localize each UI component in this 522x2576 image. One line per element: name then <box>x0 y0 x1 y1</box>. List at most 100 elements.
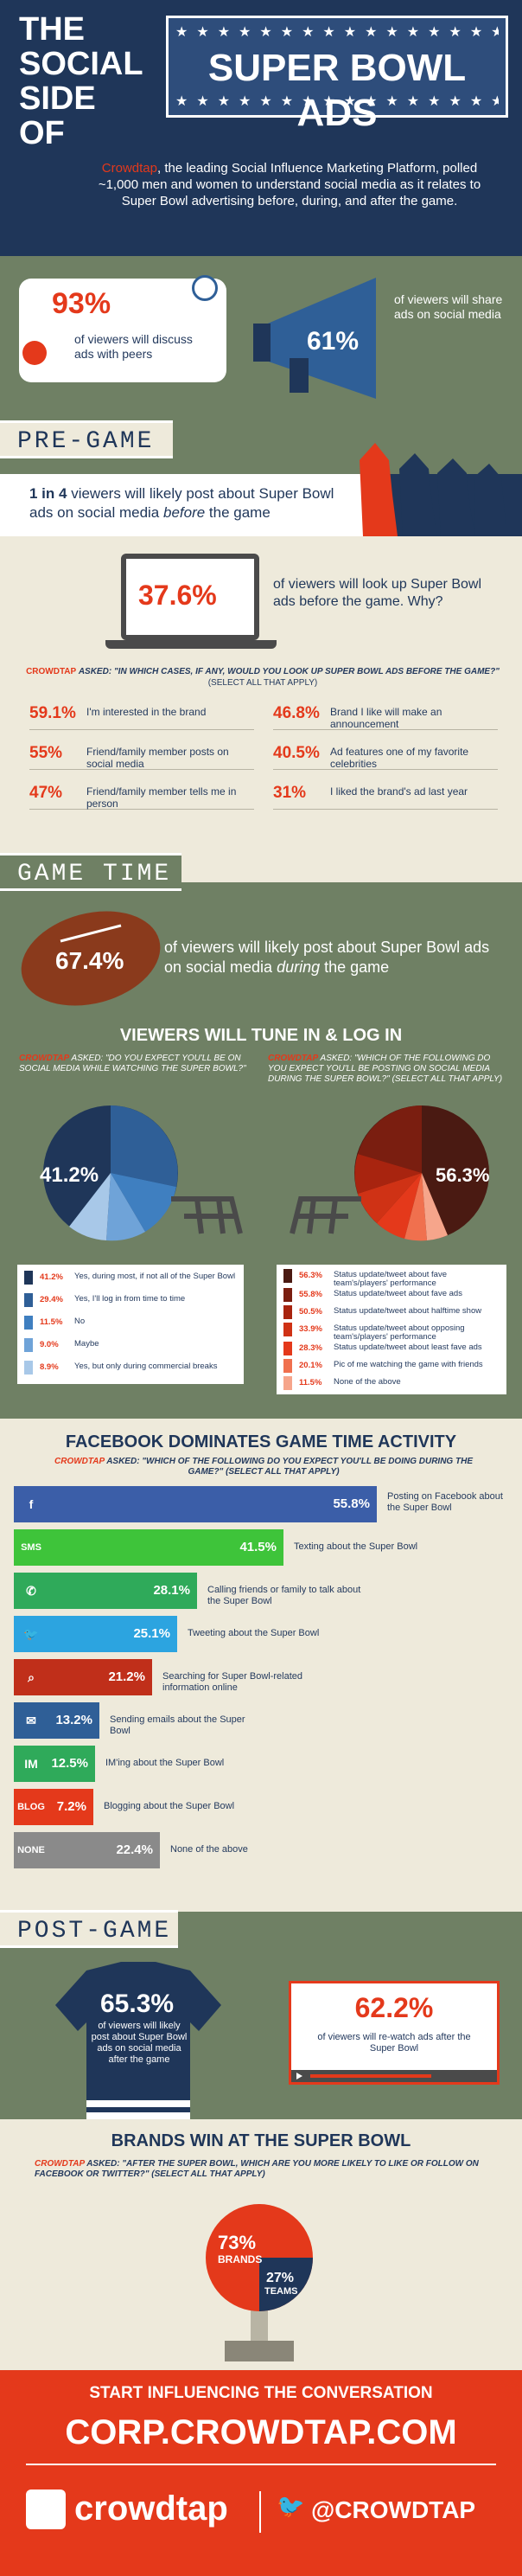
share-pct: 61% <box>307 327 359 356</box>
legend-swatch <box>24 1316 33 1330</box>
legend-swatch <box>283 1305 292 1319</box>
activity-pct: 7.2% <box>56 1799 86 1814</box>
footer-separator <box>259 2491 261 2533</box>
reason-item: 40.5% Ad features one of my favorite cele… <box>273 740 498 770</box>
laptop-base <box>105 640 277 649</box>
tab-post-game-label: POST-GAME <box>17 1918 172 1945</box>
pregame-post-card: 1 in 4 viewers will likely post about Su… <box>0 474 363 536</box>
activity-bar: SMS 41.5% <box>14 1529 283 1566</box>
question-text: ASKED: "WHICH OF THE FOLLOWING DO YOU EX… <box>268 1054 503 1084</box>
reason-pct: 55% <box>29 744 63 762</box>
logo-mark-icon <box>26 2489 66 2529</box>
fb-title: FACEBOOK DOMINATES GAME TIME ACTIVITY <box>65 1432 457 1451</box>
football-text-em: during <box>277 958 321 976</box>
reason-label: Friend/family member tells me in person <box>86 785 237 810</box>
activity-label: Posting on Facebook about the Super Bowl <box>387 1491 503 1513</box>
title-line-1: THE <box>19 11 85 48</box>
title-block: THE SOCIAL SIDE OF <box>19 11 143 151</box>
intro-brand: Crowdtap <box>101 161 157 176</box>
crowdtap-logo[interactable]: crowdtap <box>26 2484 251 2536</box>
left-question: CROWDTAP ASKED: "DO YOU EXPECT YOU'LL BE… <box>19 1054 252 1074</box>
reason-item: 47% Friend/family member tells me in pers… <box>29 780 254 810</box>
question-note: (SELECT ALL THAT APPLY) <box>207 678 318 688</box>
legend-swatch <box>24 1293 33 1307</box>
tune-title: VIEWERS WILL TUNE IN & LOG IN <box>119 1026 403 1045</box>
jersey-pct: 65.3% <box>100 1990 174 2018</box>
stars-decoration: ★★★★★★★★★★★★★★★★ <box>175 25 499 40</box>
footer-url[interactable]: CORP.CROWDTAP.COM <box>65 2413 457 2451</box>
question-text: ASKED: "IN WHICH CASES, IF ANY, WOULD YO… <box>78 667 500 676</box>
lookup-text: of viewers will look up Super Bowl ads b… <box>273 577 481 609</box>
legend-item: 33.9% Status update/tweet about opposing … <box>283 1322 503 1342</box>
brands-pct: 73% <box>218 2232 256 2253</box>
brands-label: BRANDS <box>218 2253 262 2265</box>
activity-bar: ✆ 28.1% <box>14 1573 197 1609</box>
right-helmet-chart: 56.3% <box>290 1105 489 1241</box>
question-text: ASKED: "AFTER THE SUPER BOWL, WHICH ARE … <box>35 2159 479 2179</box>
fb-question: CROWDTAP ASKED: "WHICH OF THE FOLLOWING … <box>52 1457 475 1477</box>
banner-title: SUPER BOWL ADS <box>207 47 467 134</box>
rewatch-pct: 62.2% <box>354 1992 434 2023</box>
reason-item: 31% I liked the brand's ad last year <box>273 780 498 810</box>
discuss-text: of viewers will discuss ads with peers <box>74 332 193 361</box>
reason-pct: 47% <box>29 784 63 802</box>
footer-cta: START INFLUENCING THE CONVERSATION <box>89 2384 433 2402</box>
twitter-handle[interactable]: @CROWDTAP <box>311 2496 476 2523</box>
question-brand: CROWDTAP <box>35 2159 85 2169</box>
play-icon <box>296 2073 302 2079</box>
legend-pct: 8.9% <box>40 1362 59 1372</box>
pregame-post-text: 1 in 4 viewers will likely post about Su… <box>29 484 341 522</box>
legend-pct: 9.0% <box>40 1340 59 1349</box>
legend-swatch <box>283 1359 292 1373</box>
question-brand: CROWDTAP <box>19 1054 70 1063</box>
twitter-icon: 🐦 <box>277 2493 305 2519</box>
top-stats: 93% of viewers will discuss ads with pee… <box>0 256 522 420</box>
reasons-list: 59.1% I'm interested in the brand 46.8% Br… <box>29 701 498 822</box>
activity-pct: 22.4% <box>116 1842 153 1857</box>
football-icon: 67.4% <box>21 911 161 1006</box>
legend-item: 56.3% Status update/tweet about fave team… <box>283 1268 503 1288</box>
activity-label: Sending emails about the Super Bowl <box>110 1714 245 1736</box>
brands-question: CROWDTAP ASKED: "AFTER THE SUPER BOWL, W… <box>35 2159 493 2180</box>
legend-label: No <box>74 1317 86 1326</box>
legend-pct: 50.5% <box>299 1307 322 1317</box>
footer-divider <box>26 2464 496 2465</box>
legend-item: 8.9% Yes, but only during commercial brea… <box>24 1360 240 1375</box>
question-text: ASKED: "WHICH OF THE FOLLOWING DO YOU EX… <box>104 1457 473 1477</box>
activity-pct: 55.8% <box>333 1496 370 1511</box>
legend-pct: 55.8% <box>299 1290 322 1299</box>
reason-label: I liked the brand's ad last year <box>330 785 468 798</box>
legend-label: Status update/tweet about halftime show <box>334 1306 482 1316</box>
share-text: of viewers will share ads on social medi… <box>394 292 503 321</box>
activity-bar: IM 12.5% <box>14 1746 95 1782</box>
activity-icon: IM <box>24 1757 38 1771</box>
intro-body: , the leading Social Influence Marketing… <box>98 161 481 208</box>
left-helmet-chart: 41.2% <box>40 1105 243 1241</box>
activity-icon: ✆ <box>26 1584 36 1598</box>
pregame-panel <box>0 536 522 882</box>
reason-item: 59.1% I'm interested in the brand <box>29 701 254 730</box>
activity-icon: SMS <box>21 1542 41 1553</box>
activity-label: Texting about the Super Bowl <box>294 1541 418 1552</box>
question-brand: CROWDTAP <box>54 1457 105 1466</box>
football-text: of viewers will likely post about Super … <box>164 938 510 977</box>
left-legend: 41.2% Yes, during most, if not all of the… <box>17 1265 244 1384</box>
activity-label: Blogging about the Super Bowl <box>104 1801 235 1811</box>
activity-bar: f 55.8% <box>14 1486 377 1522</box>
activity-pct: 28.1% <box>153 1583 190 1598</box>
footer: START INFLUENCING THE CONVERSATION CORP.… <box>0 2370 522 2576</box>
activity-label: Searching for Super Bowl-related informa… <box>162 1671 303 1693</box>
legend-swatch <box>24 1338 33 1352</box>
reason-pct: 31% <box>273 784 307 802</box>
jersey-icon: 65.3% <box>55 1962 221 2131</box>
legend-pct: 28.3% <box>299 1343 322 1353</box>
football-text-a: of viewers will likely post about Super … <box>164 939 490 976</box>
activity-icon: BLOG <box>17 1802 45 1812</box>
reason-label: I'm interested in the brand <box>86 706 207 718</box>
laptop-icon: 37.6% <box>121 554 259 640</box>
legend-pct: 56.3% <box>299 1271 322 1280</box>
legend-label: Maybe <box>74 1339 99 1349</box>
header: THE SOCIAL SIDE OF ★★★★★★★★★★★★★★★★ SUPE… <box>0 0 522 256</box>
stars-decoration: ★★★★★★★★★★★★★★★★ <box>175 94 499 109</box>
